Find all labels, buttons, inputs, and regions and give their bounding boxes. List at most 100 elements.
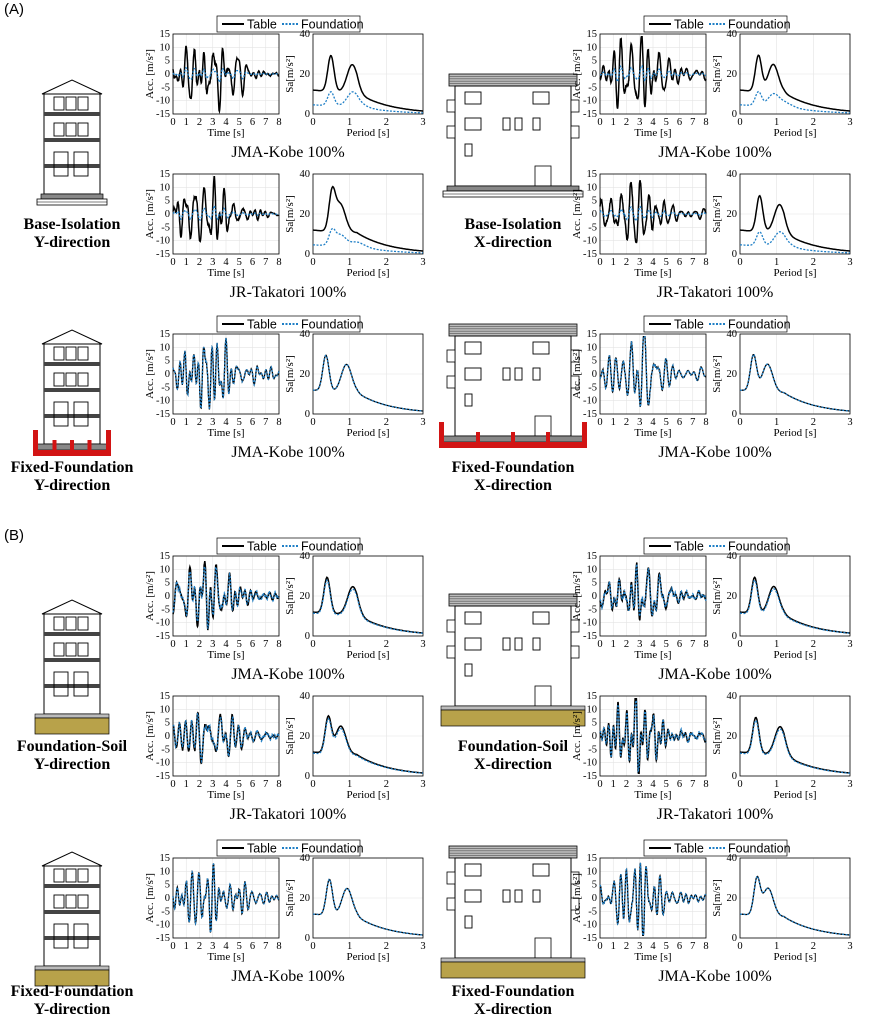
y-tick-label: -15 xyxy=(156,249,170,260)
y-tick-label: 0 xyxy=(592,69,597,80)
x-tick-label: 2 xyxy=(197,117,202,128)
x-tick-label: 1 xyxy=(611,639,616,650)
y-axis-label: Sa[m/s²] xyxy=(711,577,723,615)
y-tick-label: -10 xyxy=(583,920,597,931)
plot-frame xyxy=(599,173,707,255)
y-tick-label: 20 xyxy=(300,591,311,602)
building-window xyxy=(514,117,523,131)
x-axis-label: Time [s] xyxy=(207,267,244,279)
x-tick-label: 3 xyxy=(210,941,215,952)
y-axis-label: Sa[m/s²] xyxy=(284,717,296,755)
legend-foundation-label: Foundation xyxy=(728,18,791,32)
x-tick-label: 8 xyxy=(276,257,281,268)
building-window xyxy=(532,91,550,105)
y-tick-label: 20 xyxy=(727,369,738,380)
right-case-direction: X-direction xyxy=(474,1001,552,1018)
plot-frame xyxy=(599,857,707,939)
x-tick-label: 8 xyxy=(703,117,708,128)
y-tick-label: -5 xyxy=(161,744,170,755)
x-axis-label: Period [s] xyxy=(346,267,389,279)
building-window xyxy=(532,117,541,131)
y-tick-label: 15 xyxy=(160,551,171,562)
y-axis-label: Sa[m/s²] xyxy=(284,55,296,93)
x-tick-label: 2 xyxy=(811,941,816,952)
y-tick-label: -10 xyxy=(583,96,597,107)
legend-foundation-label: Foundation xyxy=(301,18,364,32)
building-window xyxy=(53,642,65,657)
x-tick-label: 0 xyxy=(170,257,175,268)
y-tick-label: 0 xyxy=(732,631,737,642)
building-window xyxy=(532,863,550,877)
y-tick-label: 5 xyxy=(165,718,170,729)
x-tick-label: 4 xyxy=(650,117,656,128)
side-balcony xyxy=(570,645,580,659)
x-axis-label: Time [s] xyxy=(634,951,671,963)
y-tick-label: 0 xyxy=(592,369,597,380)
plot-frame xyxy=(312,695,424,777)
record-label: JMA-Kobe 100% xyxy=(658,666,771,683)
y-tick-label: -10 xyxy=(156,920,170,931)
x-tick-label: 0 xyxy=(170,117,175,128)
legend-box xyxy=(643,537,788,555)
building-window xyxy=(532,367,541,381)
x-tick-label: 1 xyxy=(774,779,779,790)
y-tick-label: 0 xyxy=(165,69,170,80)
x-tick-label: 0 xyxy=(310,779,315,790)
plot-frame xyxy=(739,333,851,415)
y-tick-label: 0 xyxy=(732,249,737,260)
y-tick-label: -15 xyxy=(583,631,597,642)
y-axis-label: Sa[m/s²] xyxy=(711,55,723,93)
x-tick-label: 2 xyxy=(811,117,816,128)
y-tick-label: 10 xyxy=(587,564,598,575)
plot-frame xyxy=(312,857,424,939)
foundation-series-line xyxy=(172,66,279,84)
y-tick-label: 40 xyxy=(727,29,738,40)
x-tick-label: 3 xyxy=(210,117,215,128)
x-tick-label: 2 xyxy=(197,417,202,428)
y-axis-label: Acc. [m/s²] xyxy=(144,349,156,399)
building-facade xyxy=(43,613,101,715)
panel-label-B: (B) xyxy=(4,527,24,544)
building-roof xyxy=(448,323,578,337)
right-case-title: Foundation-Soil xyxy=(458,738,569,755)
x-axis-label: Period [s] xyxy=(346,649,389,661)
x-tick-label: 4 xyxy=(650,257,656,268)
x-tick-label: 7 xyxy=(263,639,268,650)
table-series-line xyxy=(172,711,280,765)
building-window xyxy=(514,367,523,381)
building-roof xyxy=(41,599,103,615)
legend-table-label: Table xyxy=(674,18,704,32)
x-tick-label: 6 xyxy=(677,941,682,952)
y-tick-label: 0 xyxy=(165,731,170,742)
x-tick-label: 8 xyxy=(703,639,708,650)
building-window xyxy=(464,663,473,677)
floor-balcony xyxy=(44,362,100,366)
building-window xyxy=(53,96,65,111)
table-series-line xyxy=(739,194,850,252)
y-tick-label: 0 xyxy=(592,893,597,904)
legend-box xyxy=(643,315,788,333)
y-tick-label: 5 xyxy=(592,718,597,729)
foundation-series-line xyxy=(599,564,707,617)
x-tick-label: 5 xyxy=(664,639,669,650)
red-support xyxy=(582,422,587,448)
x-tick-label: 7 xyxy=(263,117,268,128)
x-tick-label: 1 xyxy=(347,941,352,952)
floor-balcony xyxy=(44,112,100,116)
floor-balcony xyxy=(44,684,100,688)
building-window xyxy=(77,122,89,137)
building-window xyxy=(77,868,89,883)
x-tick-label: 3 xyxy=(637,257,642,268)
plot-frame xyxy=(739,695,851,777)
y-tick-label: 20 xyxy=(727,69,738,80)
building-window xyxy=(65,894,77,909)
y-tick-label: 40 xyxy=(300,29,311,40)
record-label: JMA-Kobe 100% xyxy=(231,444,344,461)
record-label: JMA-Kobe 100% xyxy=(231,144,344,161)
y-tick-label: 15 xyxy=(160,853,171,864)
x-tick-label: 8 xyxy=(703,417,708,428)
y-tick-label: -5 xyxy=(161,382,170,393)
y-tick-label: 20 xyxy=(300,69,311,80)
plot-frame xyxy=(172,173,280,255)
plot-frame xyxy=(312,333,424,415)
